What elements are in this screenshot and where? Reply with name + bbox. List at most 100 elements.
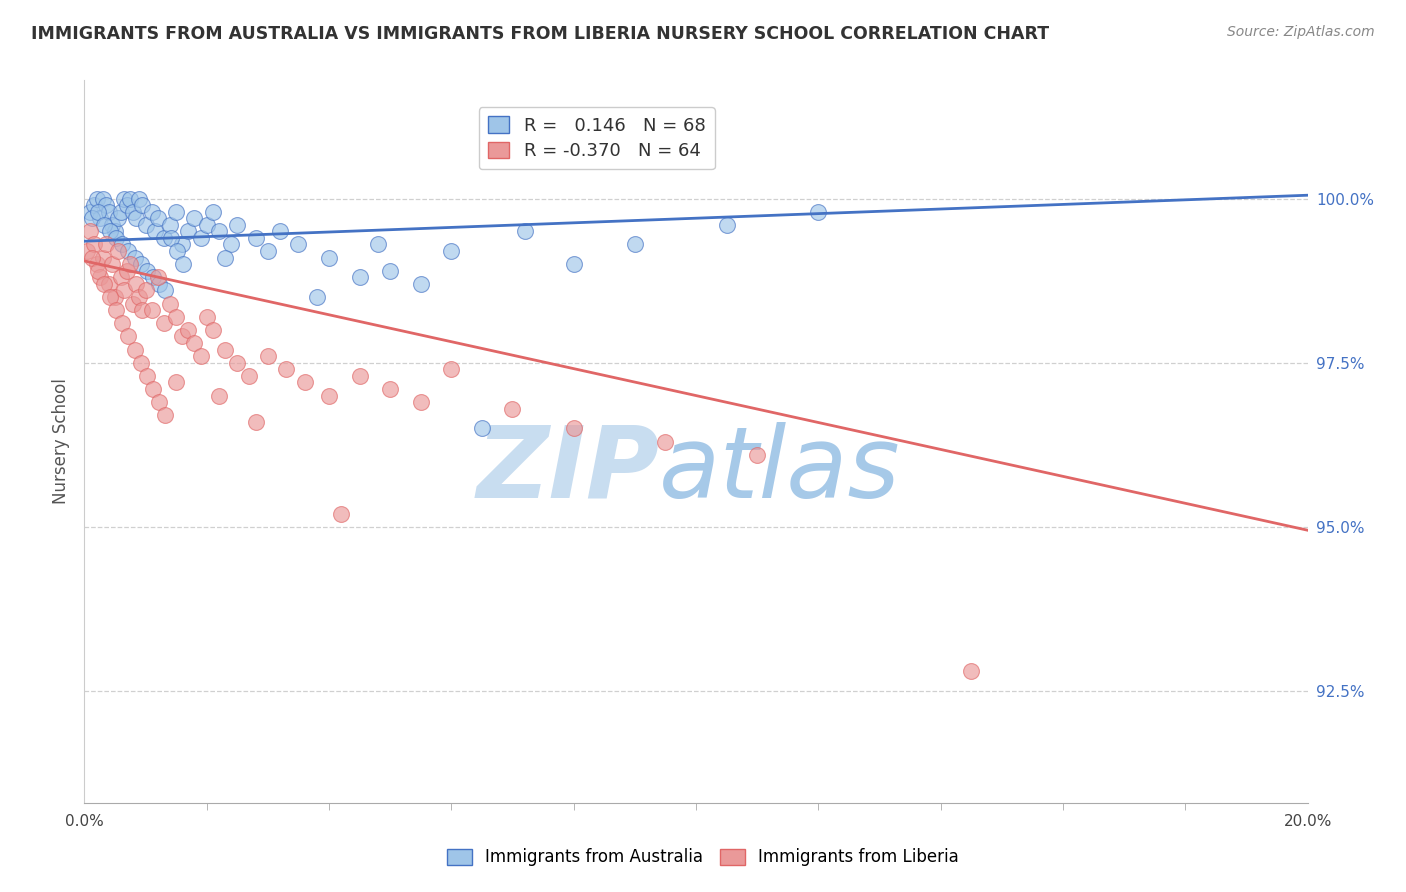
Point [124, 251, 146, 265]
Point [165, 376, 187, 390]
Point [807, 204, 830, 219]
Point [471, 421, 494, 435]
Point [330, 507, 353, 521]
Point [513, 224, 536, 238]
Point [135, 218, 157, 232]
Point [409, 395, 432, 409]
Point [245, 415, 267, 429]
Point [79, 224, 101, 238]
Point [226, 218, 249, 232]
Point [269, 224, 291, 238]
Point [104, 224, 127, 238]
Point [97, 277, 120, 291]
Point [135, 264, 157, 278]
Point [86, 192, 108, 206]
Point [94, 237, 117, 252]
Point [502, 401, 524, 416]
Point [349, 270, 371, 285]
Point [98, 290, 121, 304]
Point [83, 237, 105, 252]
Point [117, 244, 139, 258]
Point [141, 303, 163, 318]
Point [107, 244, 129, 258]
Point [87, 264, 110, 278]
Point [125, 211, 148, 226]
Point [128, 192, 150, 206]
Point [177, 224, 200, 238]
Point [76, 244, 98, 258]
Point [91, 251, 114, 265]
Point [153, 231, 176, 245]
Point [94, 198, 117, 212]
Point [238, 368, 260, 383]
Point [129, 356, 152, 370]
Point [349, 368, 371, 383]
Legend: Immigrants from Australia, Immigrants from Liberia: Immigrants from Australia, Immigrants fr… [440, 842, 966, 873]
Point [219, 237, 242, 252]
Point [131, 303, 153, 318]
Point [142, 382, 165, 396]
Point [135, 368, 157, 383]
Point [318, 388, 340, 402]
Point [190, 349, 212, 363]
Y-axis label: Nursery School: Nursery School [52, 378, 70, 505]
Point [195, 310, 218, 324]
Point [172, 237, 194, 252]
Point [287, 237, 309, 252]
Point [195, 218, 218, 232]
Text: IMMIGRANTS FROM AUSTRALIA VS IMMIGRANTS FROM LIBERIA NURSERY SCHOOL CORRELATION : IMMIGRANTS FROM AUSTRALIA VS IMMIGRANTS … [31, 25, 1049, 43]
Point [89, 211, 111, 226]
Point [226, 356, 249, 370]
Point [93, 218, 115, 232]
Point [148, 277, 170, 291]
Point [135, 284, 157, 298]
Point [111, 237, 134, 252]
Point [125, 277, 148, 291]
Point [148, 395, 170, 409]
Point [80, 211, 103, 226]
Point [117, 329, 139, 343]
Point [716, 218, 738, 232]
Point [190, 231, 212, 245]
Point [214, 251, 236, 265]
Point [87, 204, 110, 219]
Point [120, 257, 142, 271]
Point [654, 434, 676, 449]
Point [208, 388, 231, 402]
Point [131, 198, 153, 212]
Point [165, 310, 187, 324]
Point [624, 237, 647, 252]
Point [146, 270, 169, 285]
Point [153, 284, 176, 298]
Point [124, 343, 146, 357]
Text: ZIP: ZIP [477, 422, 659, 519]
Point [380, 264, 402, 278]
Point [380, 382, 402, 396]
Point [153, 409, 176, 423]
Point [257, 244, 280, 258]
Point [201, 204, 224, 219]
Point [747, 448, 769, 462]
Point [177, 323, 200, 337]
Point [104, 290, 127, 304]
Point [318, 251, 340, 265]
Point [112, 284, 135, 298]
Legend: R =   0.146   N = 68, R = -0.370   N = 64: R = 0.146 N = 68, R = -0.370 N = 64 [478, 107, 714, 169]
Text: Source: ZipAtlas.com: Source: ZipAtlas.com [1227, 25, 1375, 39]
Point [98, 224, 121, 238]
Point [91, 192, 114, 206]
Point [172, 257, 194, 271]
Point [107, 211, 129, 226]
Point [960, 665, 983, 679]
Point [105, 303, 128, 318]
Point [160, 231, 183, 245]
Point [165, 204, 187, 219]
Point [208, 224, 231, 238]
Point [89, 270, 111, 285]
Point [159, 218, 181, 232]
Point [409, 277, 432, 291]
Point [79, 204, 101, 219]
Point [367, 237, 389, 252]
Point [105, 231, 128, 245]
Point [146, 211, 169, 226]
